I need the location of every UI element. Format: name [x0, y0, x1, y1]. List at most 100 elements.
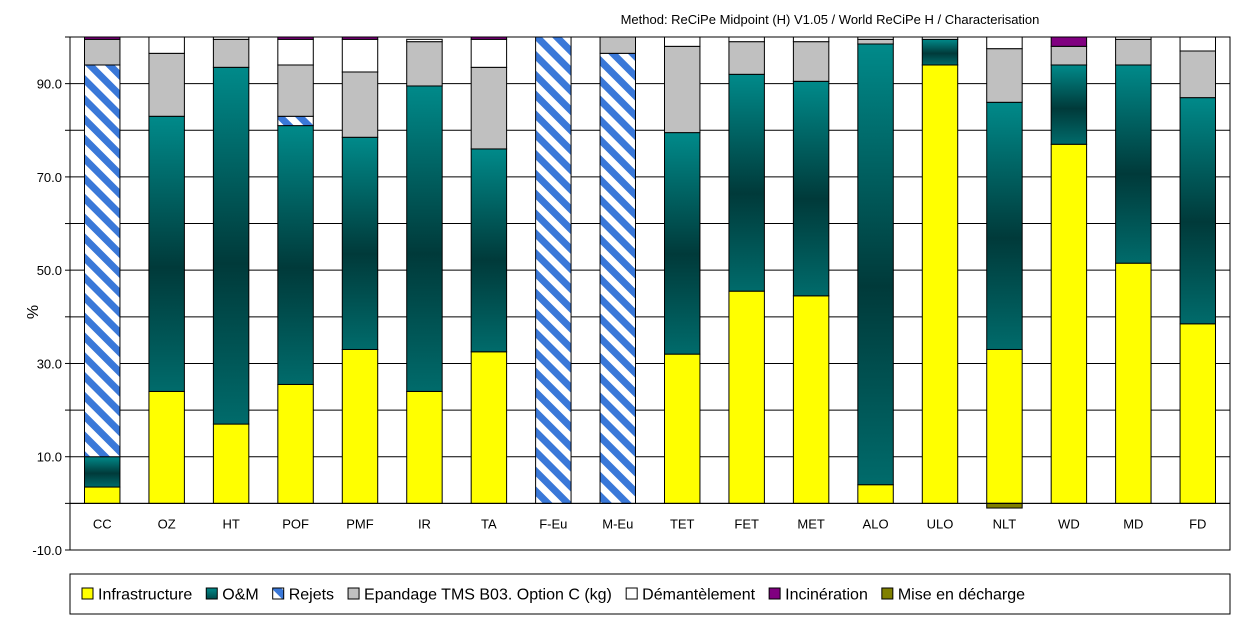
- bar-segment: [277, 38, 314, 66]
- bar-segment: [212, 66, 250, 425]
- bar-segment: [986, 36, 1023, 50]
- legend-label: Démantèlement: [642, 587, 756, 604]
- bar-segment: [84, 36, 121, 40]
- bar-segment: [341, 348, 379, 504]
- bar-segment: [84, 456, 121, 488]
- x-tick-label: FD: [1189, 516, 1206, 531]
- bar-segment: [986, 502, 1023, 509]
- y-tick-label: 30.0: [37, 356, 62, 371]
- bar-segment: [921, 38, 959, 66]
- bar-segment: [728, 36, 765, 43]
- bar-segment: [921, 36, 959, 40]
- bar-segment: [277, 383, 314, 504]
- bar-segment: [728, 290, 765, 504]
- bar-segment: [84, 38, 121, 66]
- bar-segment: [470, 351, 508, 504]
- bar-segment: [1179, 36, 1216, 52]
- bar-segment: [406, 85, 443, 392]
- bar-segment: [599, 52, 636, 504]
- y-tick-label: 70.0: [37, 170, 62, 185]
- legend-swatch: [272, 587, 285, 600]
- bar-segment: [470, 148, 508, 353]
- legend-swatch: [881, 587, 894, 600]
- bar-segment: [277, 125, 314, 385]
- bar-segment: [664, 45, 701, 134]
- bar-segment: [921, 64, 959, 504]
- x-tick-label: NLT: [993, 516, 1017, 531]
- plot-area: [69, 36, 1231, 551]
- gridlines: [70, 83, 1230, 504]
- bar-segment: [406, 41, 443, 87]
- bar-segment: [535, 36, 572, 504]
- bar-segment: [148, 52, 185, 117]
- bar-segment: [277, 64, 314, 117]
- bar-segment: [728, 73, 765, 292]
- bar-segment: [728, 41, 765, 75]
- bar-segment: [212, 423, 250, 504]
- bar-segment: [148, 390, 185, 504]
- bar-segment: [212, 36, 250, 40]
- bar-segment: [406, 38, 443, 43]
- x-tick-label: HT: [222, 516, 239, 531]
- bar-segment: [857, 43, 894, 486]
- bar-segment: [1179, 97, 1216, 325]
- bar-segment: [212, 38, 250, 68]
- bar-segment: [599, 36, 636, 54]
- bar-segment: [857, 484, 894, 504]
- bar-segment: [1050, 143, 1088, 504]
- bar-segment: [470, 66, 508, 150]
- legend-label: O&M: [222, 587, 258, 604]
- bar-segment: [1115, 262, 1152, 504]
- legend-label: Mise en décharge: [898, 587, 1025, 604]
- legend-label: Incinération: [785, 587, 868, 604]
- bar-segment: [1050, 45, 1088, 66]
- bar-segment: [986, 348, 1023, 504]
- legend-label: Rejets: [289, 587, 334, 604]
- bar-segment: [857, 38, 894, 45]
- x-tick-label: MD: [1123, 516, 1143, 531]
- bar-segment: [84, 64, 121, 458]
- x-tick-label: FET: [734, 516, 759, 531]
- bars: [84, 36, 1216, 509]
- legend-label: Infrastructure: [98, 587, 192, 604]
- bar-segment: [1179, 50, 1216, 99]
- bar-segment: [341, 36, 379, 40]
- bar-segment: [857, 36, 894, 40]
- bar-segment: [664, 353, 701, 504]
- bar-segment: [277, 115, 314, 127]
- bar-segment: [406, 390, 443, 504]
- x-tick-label: M-Eu: [602, 516, 633, 531]
- bar-segment: [986, 48, 1023, 103]
- x-tick-label: TET: [670, 516, 695, 531]
- legend-swatch: [81, 587, 94, 600]
- bar-segment: [792, 36, 830, 43]
- bar-segment: [341, 71, 379, 138]
- y-tick-label: -10.0: [32, 543, 62, 558]
- x-tick-label: CC: [93, 516, 112, 531]
- x-tick-label: TA: [481, 516, 497, 531]
- x-tick-label: F-Eu: [539, 516, 567, 531]
- x-tick-label: OZ: [158, 516, 176, 531]
- x-tick-label: ULO: [927, 516, 954, 531]
- bar-segment: [986, 101, 1023, 350]
- y-tick-label: 90.0: [37, 77, 62, 92]
- bar-segment: [1179, 323, 1216, 504]
- bar-segment: [1115, 36, 1152, 40]
- bar-segment: [341, 136, 379, 350]
- chart-title: Method: ReCiPe Midpoint (H) V1.05 / Worl…: [621, 12, 1040, 27]
- axes: 90.0 70.0 50.0 30.0 10.0 -10.0 CC OZ HT POF PMF IR T…: [32, 36, 1230, 558]
- legend-swatch: [347, 587, 360, 600]
- bar-segment: [277, 36, 314, 40]
- bar-segment: [664, 132, 701, 355]
- legend-label: Epandage TMS B03. Option C (kg): [364, 587, 612, 604]
- bar-segment: [792, 80, 830, 297]
- bar-segment: [1050, 64, 1088, 145]
- y-tick-label: 10.0: [37, 450, 62, 465]
- bar-segment: [148, 115, 185, 392]
- bar-segment: [1115, 38, 1152, 66]
- x-tick-label: MET: [797, 516, 825, 531]
- legend-swatch: [625, 587, 638, 600]
- x-tick-label: WD: [1058, 516, 1080, 531]
